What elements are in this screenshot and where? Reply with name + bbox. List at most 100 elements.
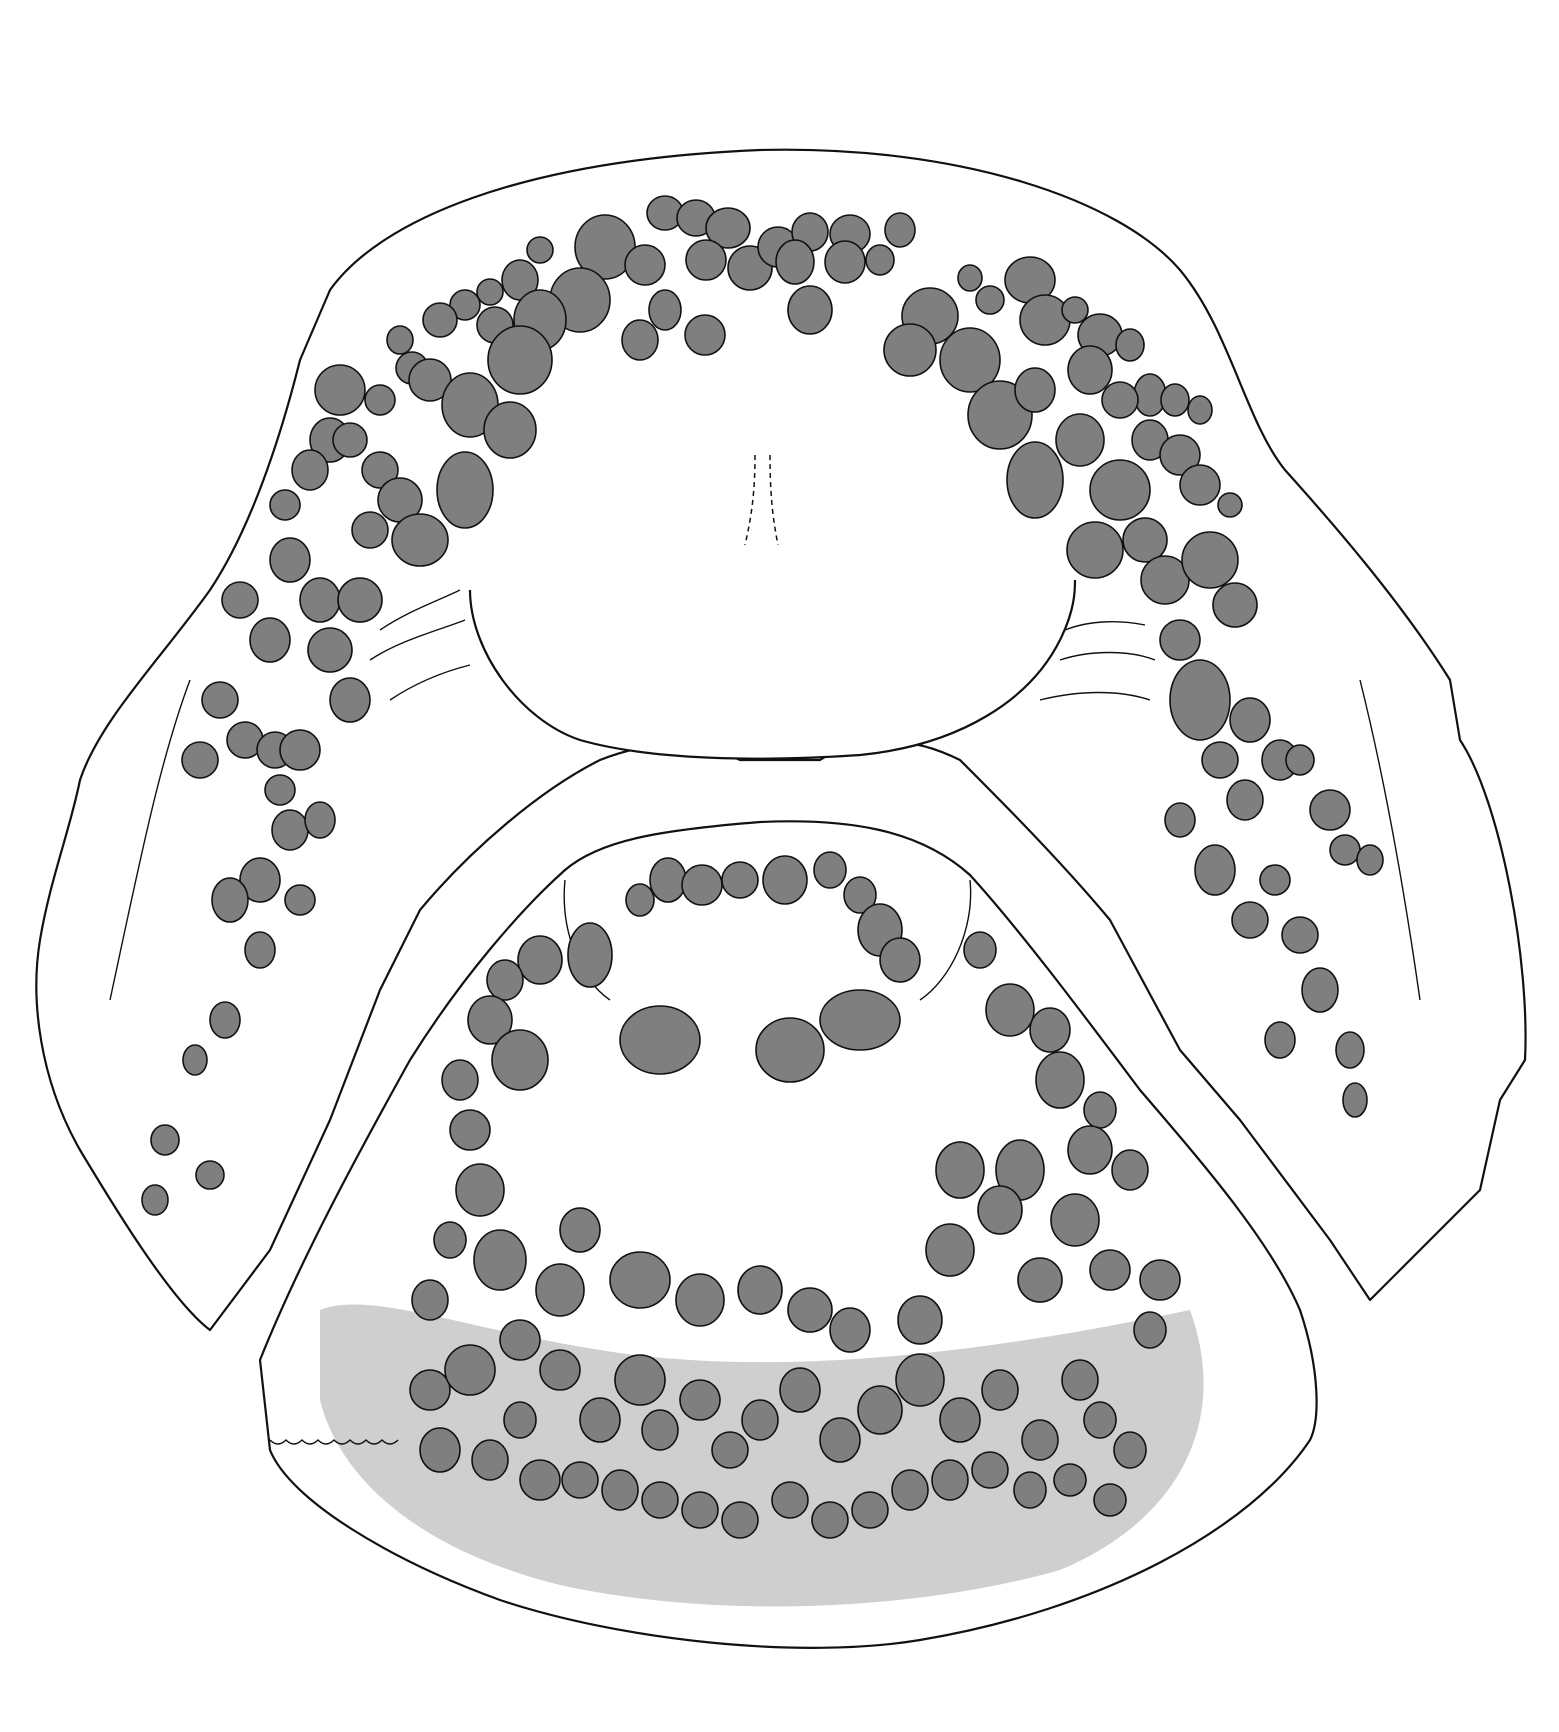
tooth: [1068, 1126, 1112, 1174]
tooth: [280, 730, 320, 770]
tooth: [245, 932, 275, 968]
tooth: [1227, 780, 1263, 820]
tooth: [1056, 414, 1104, 466]
tooth: [445, 1345, 495, 1395]
tooth: [620, 1006, 700, 1074]
tooth: [625, 245, 665, 285]
tooth: [712, 1432, 748, 1468]
tooth: [338, 578, 382, 622]
tooth: [776, 240, 814, 284]
tooth: [392, 514, 448, 566]
tooth: [685, 315, 725, 355]
tooth: [410, 1370, 450, 1410]
tooth: [682, 865, 722, 905]
tooth: [892, 1470, 928, 1510]
tooth: [202, 682, 238, 718]
tooth: [300, 578, 340, 622]
tooth: [1007, 442, 1063, 518]
tooth: [1030, 1008, 1070, 1052]
tooth: [880, 938, 920, 982]
tooth: [958, 265, 982, 291]
tooth: [1218, 493, 1242, 517]
tooth: [926, 1224, 974, 1276]
tooth: [333, 423, 367, 457]
tooth: [772, 1482, 808, 1518]
tooth: [986, 984, 1034, 1036]
tooth: [434, 1222, 466, 1258]
tooth: [420, 1428, 460, 1472]
tooth: [412, 1280, 448, 1320]
tooth: [484, 402, 536, 458]
tooth: [976, 286, 1004, 314]
tooth: [536, 1264, 584, 1316]
tooth: [982, 1370, 1018, 1410]
tooth: [682, 1492, 718, 1528]
tooth: [285, 885, 315, 915]
tooth: [183, 1045, 207, 1075]
tooth: [196, 1161, 224, 1189]
tooth: [474, 1230, 526, 1290]
tooth: [352, 512, 388, 548]
tooth: [722, 862, 758, 898]
tooth: [1282, 917, 1318, 953]
tooth: [540, 1350, 580, 1390]
tooth: [1260, 865, 1290, 895]
tooth: [1123, 518, 1167, 562]
tooth: [1116, 329, 1144, 361]
tooth: [500, 1320, 540, 1360]
tooth: [885, 213, 915, 247]
tooth: [1054, 1464, 1086, 1496]
tooth: [1265, 1022, 1295, 1058]
tooth: [562, 1462, 598, 1498]
tooth: [738, 1266, 782, 1314]
tooth: [940, 1398, 980, 1442]
tooth: [1232, 902, 1268, 938]
tooth: [1062, 297, 1088, 323]
tooth: [182, 742, 218, 778]
tooth: [858, 1386, 902, 1434]
tooth: [1051, 1194, 1099, 1246]
tooth: [270, 490, 300, 520]
tooth: [686, 240, 726, 280]
tooth: [1084, 1402, 1116, 1438]
tooth: [626, 884, 654, 916]
tooth: [222, 582, 258, 618]
tooth: [1302, 968, 1338, 1012]
tooth: [814, 852, 846, 888]
tooth: [1310, 790, 1350, 830]
tooth: [151, 1125, 179, 1155]
tooth: [852, 1492, 888, 1528]
tooth: [820, 990, 900, 1050]
tooth: [472, 1440, 508, 1480]
tooth: [560, 1208, 600, 1252]
tooth: [649, 290, 681, 330]
tooth: [812, 1502, 848, 1538]
tooth: [265, 775, 295, 805]
tooth: [488, 326, 552, 394]
tooth: [756, 1018, 824, 1082]
tooth: [788, 1288, 832, 1332]
tooth: [442, 1060, 478, 1100]
tooth: [1180, 465, 1220, 505]
tooth: [1213, 583, 1257, 627]
tooth: [676, 1274, 724, 1326]
tooth: [210, 1002, 240, 1038]
tooth: [1112, 1150, 1148, 1190]
tooth: [1182, 532, 1238, 588]
tooth: [602, 1470, 638, 1510]
tooth: [1102, 382, 1138, 418]
tooth: [1140, 1260, 1180, 1300]
tooth: [932, 1460, 968, 1500]
tooth: [1134, 1312, 1166, 1348]
tooth: [1018, 1258, 1062, 1302]
tooth: [1188, 396, 1212, 424]
tooth: [1336, 1032, 1364, 1068]
tooth: [972, 1452, 1008, 1488]
tooth: [1020, 295, 1070, 345]
tooth: [1090, 460, 1150, 520]
tooth: [1330, 835, 1360, 865]
tooth: [520, 1460, 560, 1500]
tooth: [1114, 1432, 1146, 1468]
